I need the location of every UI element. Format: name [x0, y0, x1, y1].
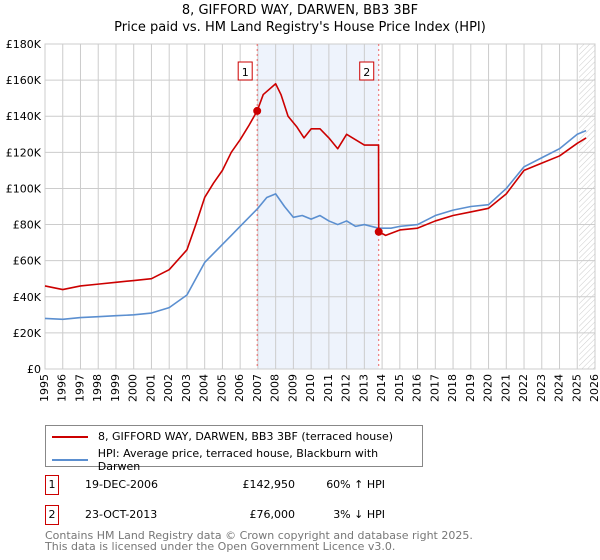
footer-line: This data is licensed under the Open Gov…: [45, 540, 396, 553]
sale-row: 1 19-DEC-2006 £142,950 60% ↑ HPI: [45, 475, 445, 495]
x-tick-label: 2001: [144, 374, 157, 402]
sale-marker-box: 1: [45, 475, 59, 495]
x-tick-label: 2026: [588, 374, 600, 402]
sale-date: 19-DEC-2006: [85, 478, 159, 491]
x-tick-label: 2004: [198, 374, 211, 402]
legend-label: 8, GIFFORD WAY, DARWEN, BB3 3BF (terrace…: [98, 430, 394, 443]
x-tick-label: 2025: [570, 374, 583, 402]
legend-item-hpi: HPI: Average price, terraced house, Blac…: [52, 447, 422, 473]
sale-label: 2: [363, 66, 370, 79]
forecast-hatch: [579, 44, 595, 369]
y-tick-label: £180K: [6, 38, 42, 51]
x-tick-label: 2014: [375, 374, 388, 402]
sale-hpi: 3% ↓ HPI: [333, 508, 385, 521]
x-tick-label: 2021: [499, 374, 512, 402]
x-tick-label: 2016: [411, 374, 424, 402]
legend-swatch: [52, 435, 88, 438]
y-tick-label: £20K: [13, 327, 42, 340]
subtitle-line: Price paid vs. HM Land Registry's House …: [114, 20, 486, 35]
sale-label-box: [237, 61, 253, 81]
x-tick-label: 2015: [393, 374, 406, 402]
sale-label-box: [359, 61, 375, 81]
x-tick-label: 1995: [38, 374, 51, 402]
x-tick-label: 2003: [180, 374, 193, 402]
x-tick-label: 2013: [357, 374, 370, 402]
x-tick-label: 2002: [162, 374, 175, 402]
y-tick-label: £0: [27, 363, 41, 376]
x-tick-label: 2012: [340, 374, 353, 402]
x-tick-label: 2005: [215, 374, 228, 402]
y-tick-label: £140K: [6, 110, 42, 123]
sale-row: 2 23-OCT-2013 £76,000 3% ↓ HPI: [45, 505, 445, 525]
x-tick-label: 2011: [322, 374, 335, 402]
y-tick-label: £80K: [13, 219, 42, 232]
y-tick-label: £160K: [6, 74, 42, 87]
chart-title: 8, GIFFORD WAY, DARWEN, BB3 3BF Price pa…: [0, 2, 600, 36]
title-line: 8, GIFFORD WAY, DARWEN, BB3 3BF: [181, 3, 419, 18]
x-tick-label: 2010: [304, 374, 317, 402]
x-tick-label: 1996: [56, 374, 69, 402]
legend-swatch: [52, 459, 88, 461]
sale-marker-box: 2: [45, 505, 59, 525]
x-tick-label: 2018: [446, 374, 459, 402]
y-tick-label: £40K: [13, 291, 42, 304]
x-tick-label: 2000: [127, 374, 140, 402]
sale-point: [253, 106, 262, 115]
x-tick-label: 2022: [517, 374, 530, 402]
footer-line: Contains HM Land Registry data © Crown c…: [45, 529, 473, 542]
footer: Contains HM Land Registry data © Crown c…: [45, 530, 473, 552]
property-line: [44, 82, 587, 291]
legend-item-property: 8, GIFFORD WAY, DARWEN, BB3 3BF (terrace…: [52, 430, 393, 443]
legend-label: HPI: Average price, terraced house, Blac…: [97, 447, 379, 473]
x-tick-label: 2020: [482, 374, 495, 402]
plot-frame: [44, 43, 596, 370]
y-tick-label: £120K: [6, 146, 42, 159]
x-tick-label: 2017: [428, 374, 441, 402]
sale-point: [374, 227, 383, 236]
x-tick-label: 2019: [464, 374, 477, 402]
chart: 1995 1996 1997 1998 1999 2000 2001 2002 2003 2004…: [6, 38, 600, 402]
x-tick-label: 2006: [233, 374, 246, 402]
sale-hpi: 60% ↑ HPI: [326, 478, 385, 491]
x-tick-label: 2008: [269, 374, 282, 402]
x-tick-label: 2023: [535, 374, 548, 402]
sale-price: £142,950: [242, 478, 296, 491]
ownership-shade: [257, 44, 379, 369]
x-tick-label: 2024: [553, 374, 566, 402]
sale-date: 23-OCT-2013: [85, 508, 158, 521]
x-tick-label: 2009: [286, 374, 299, 402]
legend: 8, GIFFORD WAY, DARWEN, BB3 3BF (terrace…: [45, 425, 423, 473]
y-tick-label: £100K: [6, 182, 42, 195]
x-tick-label: 1997: [73, 374, 86, 402]
sale-price: £76,000: [249, 508, 296, 521]
x-tick-label: 2007: [251, 374, 264, 402]
hpi-line: [44, 129, 587, 321]
x-tick-label: 1999: [109, 374, 122, 402]
sale-label: 1: [242, 66, 249, 79]
y-tick-label: £60K: [13, 255, 42, 268]
x-tick-label: 1998: [91, 374, 104, 402]
